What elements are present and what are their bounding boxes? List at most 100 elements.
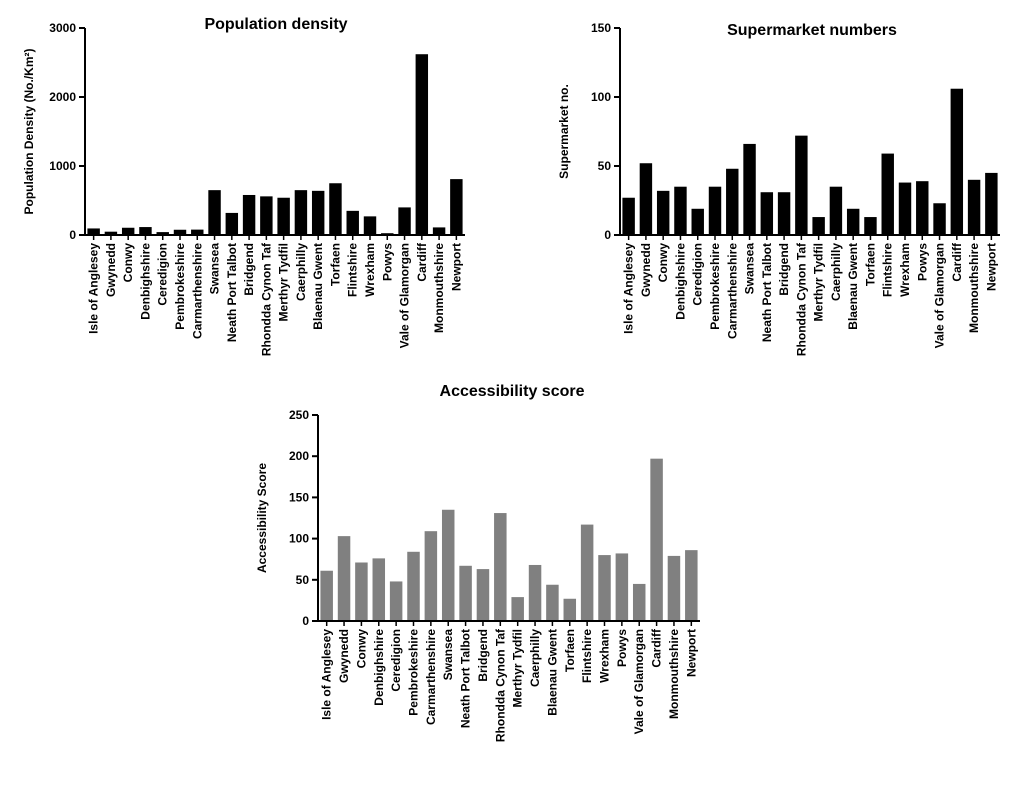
x-tick-label: Wrexham xyxy=(898,243,912,297)
x-tick-label: Flintshire xyxy=(580,629,594,683)
bar xyxy=(864,217,877,235)
x-tick-label: Gwynedd xyxy=(104,243,118,297)
x-tick-label: Neath Port Talbot xyxy=(760,243,774,342)
bar xyxy=(104,231,118,235)
bar xyxy=(208,190,221,235)
x-tick-label: Wrexham xyxy=(598,629,612,683)
y-axis-title: Supermarket no. xyxy=(557,84,571,179)
bar xyxy=(795,135,808,235)
x-tick-label: Merthyr Tydfil xyxy=(511,629,525,707)
bar xyxy=(260,196,273,235)
x-tick-label: Isle of Anglesey xyxy=(622,243,636,334)
x-tick-label: Newport xyxy=(984,243,998,291)
bar xyxy=(294,190,308,235)
chart-title: Accessibility score xyxy=(440,383,585,400)
bar xyxy=(398,207,411,235)
x-tick-label: Newport xyxy=(684,629,698,677)
bar xyxy=(950,88,964,235)
y-tick-label: 50 xyxy=(296,573,310,587)
bar xyxy=(898,182,912,235)
x-tick-label: Torfaen xyxy=(863,243,877,286)
x-tick-label: Isle of Anglesey xyxy=(87,243,101,334)
x-tick-label: Monmouthshire xyxy=(667,629,681,719)
x-tick-label: Ceredigion xyxy=(389,629,403,692)
y-tick-label: 200 xyxy=(289,449,309,463)
bar xyxy=(242,194,256,235)
bar xyxy=(743,143,756,235)
x-tick-label: Monmouthshire xyxy=(432,243,446,333)
bar xyxy=(615,553,629,621)
bar xyxy=(87,228,100,235)
x-tick-label: Swansea xyxy=(743,243,757,295)
bar xyxy=(476,569,490,621)
bar xyxy=(450,179,463,235)
x-tick-label: Powys xyxy=(380,243,394,281)
bar xyxy=(622,197,635,235)
x-tick-label: Carmarthenshire xyxy=(190,243,204,339)
y-tick-label: 0 xyxy=(604,228,611,242)
bar xyxy=(355,562,368,621)
x-tick-label: Cardiff xyxy=(650,628,664,668)
x-tick-label: Conwy xyxy=(656,243,670,283)
bar xyxy=(563,598,577,621)
x-tick-label: Rhondda Cynon Taf xyxy=(794,242,808,356)
bar xyxy=(441,509,455,621)
bar xyxy=(191,229,204,235)
x-tick-label: Blaenau Gwent xyxy=(545,629,559,716)
x-tick-label: Denbighshire xyxy=(673,243,687,320)
bar xyxy=(760,192,774,235)
x-tick-label: Gwynedd xyxy=(639,243,653,297)
bar xyxy=(173,229,187,235)
bar xyxy=(777,192,791,235)
bar xyxy=(415,54,429,235)
bar xyxy=(685,550,698,621)
bar xyxy=(846,208,860,235)
bar xyxy=(424,531,438,621)
bar xyxy=(156,232,169,235)
bar xyxy=(346,210,359,235)
y-tick-label: 100 xyxy=(289,532,309,546)
y-tick-label: 150 xyxy=(591,21,611,35)
bar xyxy=(829,186,843,235)
bar xyxy=(528,564,542,621)
bar xyxy=(933,203,946,235)
bar xyxy=(363,216,377,235)
x-tick-label: Vale of Glamorgan xyxy=(632,629,646,734)
y-tick-label: 50 xyxy=(598,159,612,173)
x-tick-label: Vale of Glamorgan xyxy=(398,243,412,348)
x-tick-label: Bridgend xyxy=(476,629,490,682)
x-tick-label: Torfaen xyxy=(328,243,342,286)
x-tick-label: Pembrokeshire xyxy=(173,243,187,330)
bar xyxy=(881,153,894,235)
x-tick-label: Blaenau Gwent xyxy=(311,243,325,330)
x-tick-label: Gwynedd xyxy=(337,629,351,683)
bar xyxy=(916,181,929,235)
chart-title: Supermarket numbers xyxy=(727,22,897,39)
bar xyxy=(598,555,611,621)
y-tick-label: 0 xyxy=(69,228,76,242)
bar xyxy=(311,190,325,235)
x-tick-label: Conwy xyxy=(121,243,135,283)
x-tick-label: Neath Port Talbot xyxy=(459,629,473,728)
x-tick-label: Merthyr Tydfil xyxy=(277,243,291,321)
x-tick-label: Blaenau Gwent xyxy=(846,243,860,330)
bar xyxy=(139,227,152,235)
y-tick-label: 100 xyxy=(591,90,611,104)
y-tick-label: 2000 xyxy=(49,90,76,104)
bar xyxy=(121,227,135,235)
x-tick-label: Caerphilly xyxy=(528,629,542,687)
x-tick-label: Neath Port Talbot xyxy=(225,243,239,342)
x-tick-label: Rhondda Cynon Taf xyxy=(493,628,507,742)
bar xyxy=(967,179,981,235)
bar xyxy=(812,217,825,235)
x-tick-label: Cardiff xyxy=(950,242,964,282)
x-tick-label: Swansea xyxy=(208,243,222,295)
bar xyxy=(580,524,594,621)
bar xyxy=(650,458,663,621)
y-tick-label: 150 xyxy=(289,490,309,504)
bar xyxy=(511,597,524,621)
bar xyxy=(329,183,342,235)
x-tick-label: Pembrokeshire xyxy=(708,243,722,330)
x-tick-label: Merthyr Tydfil xyxy=(812,243,826,321)
